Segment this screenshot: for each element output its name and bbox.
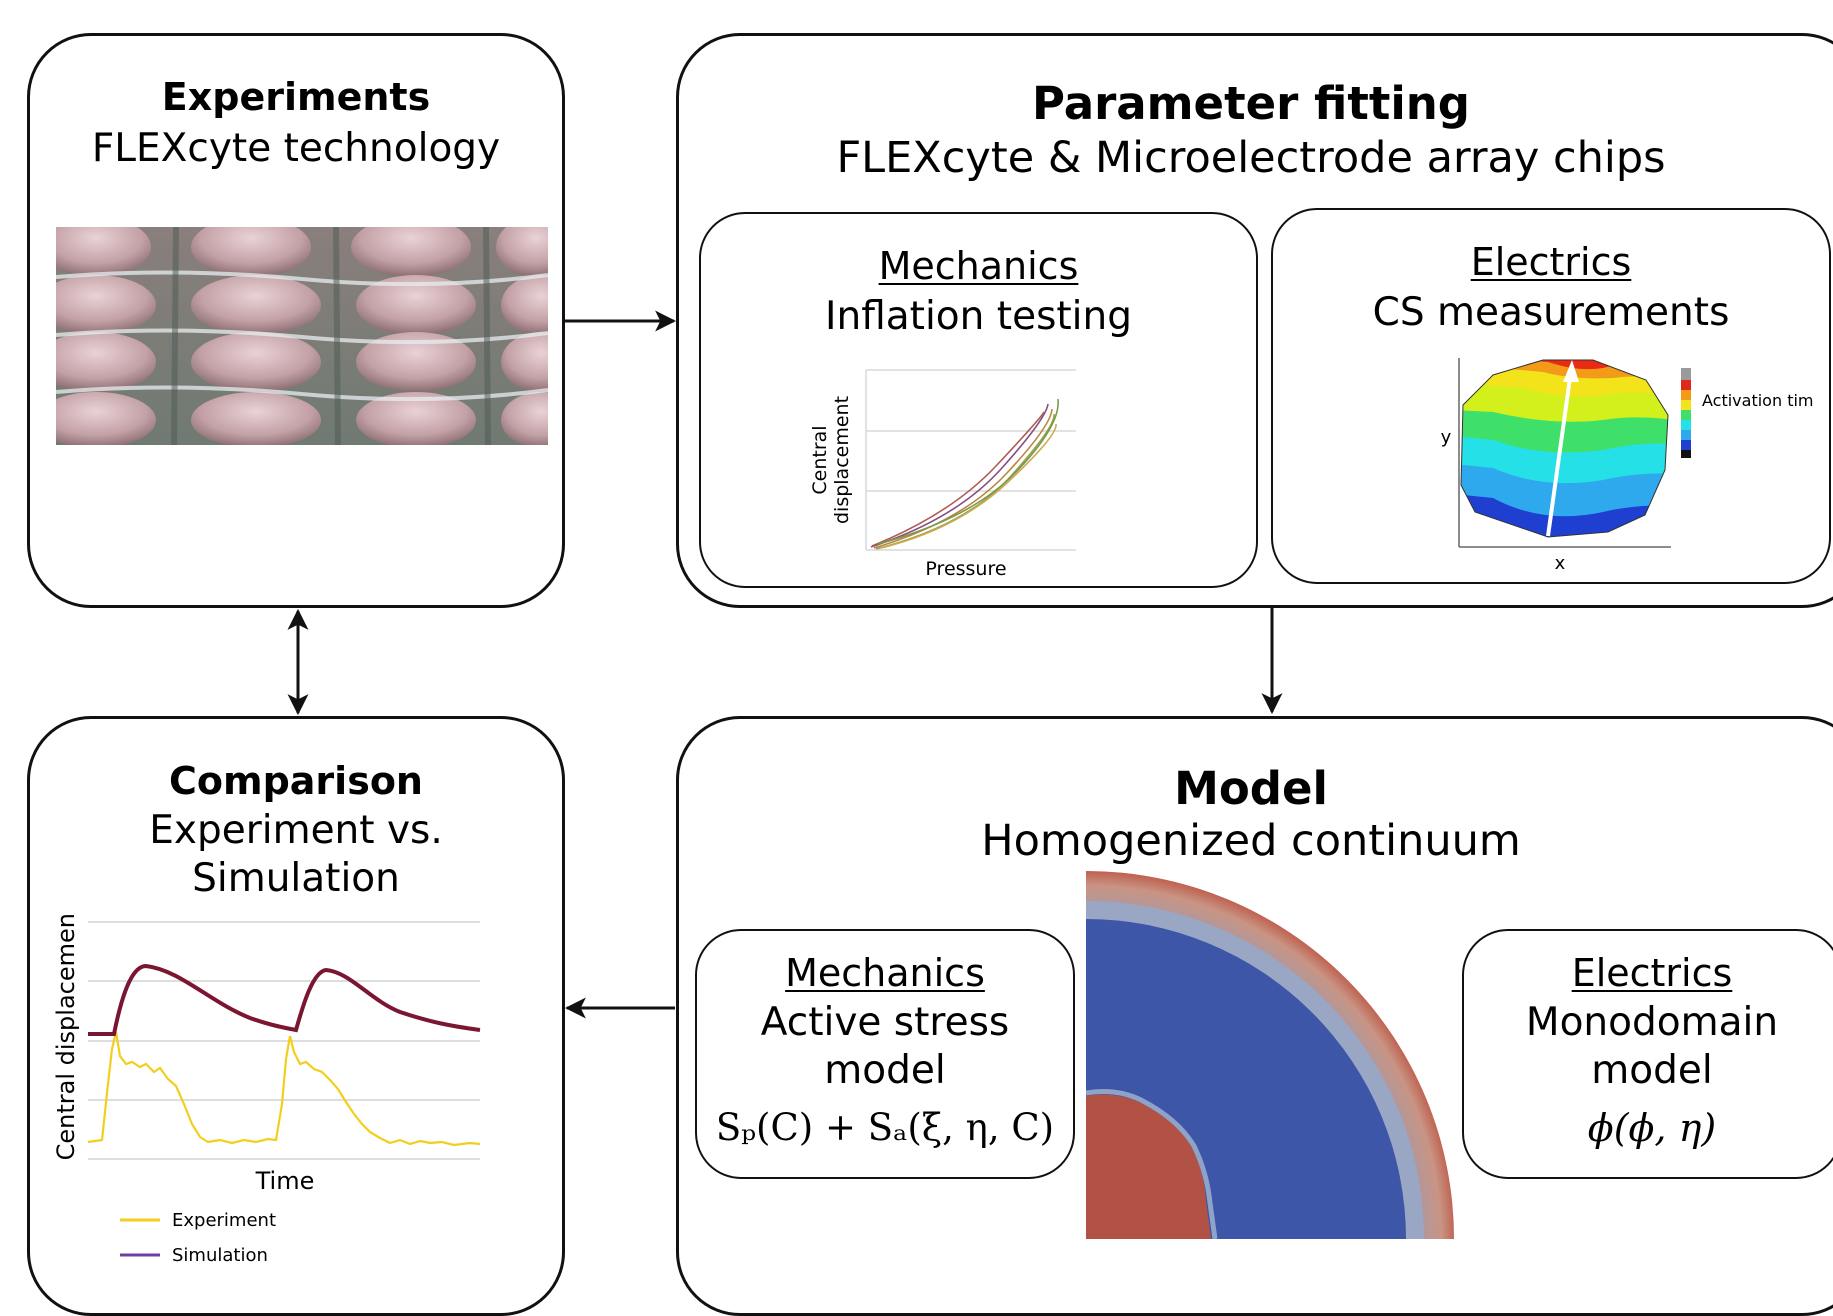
inflation-xlabel: Pressure	[925, 558, 1006, 579]
fitting-mechanics-subtitle: Inflation testing	[825, 294, 1132, 339]
fitting-mechanics-heading: Mechanics	[878, 244, 1079, 288]
inflation-chart: Central displacement Pressure	[809, 369, 1076, 579]
legend-simulation-label: Simulation	[172, 1245, 268, 1266]
fitting-mechanics-box: Mechanics Inflation testing Central disp…	[699, 212, 1258, 588]
model-mechanics-heading: Mechanics	[785, 951, 985, 995]
arrows-layer	[287, 310, 1283, 1019]
fitting-electrics-subtitle: CS measurements	[1372, 290, 1730, 335]
fitting-electrics-box: Electrics CS measurements	[1271, 208, 1831, 584]
model-electrics-equation: ϕ(ϕ, η)	[1587, 1106, 1717, 1150]
activation-map: Activation time y x	[1441, 358, 1813, 574]
model-mechanics-box: Mechanics Active stress model Sₚ(C) + Sₐ…	[695, 929, 1075, 1179]
quarter-disc-simulation	[1086, 871, 1454, 1239]
activation-xlabel: x	[1555, 553, 1566, 574]
model-electrics-line2: model	[1591, 1048, 1713, 1093]
model-electrics-heading: Electrics	[1571, 951, 1733, 995]
model-mechanics-line1: Active stress	[760, 1000, 1010, 1045]
fitting-subtitle: FLEXcyte & Microelectrode array chips	[836, 133, 1666, 183]
flexcyte-photo	[56, 227, 548, 445]
activation-legend-label: Activation time	[1702, 391, 1813, 410]
simulation-trace	[88, 963, 481, 1036]
comparison-xlabel: Time	[255, 1167, 315, 1195]
activation-ylabel: y	[1441, 427, 1452, 448]
inflation-ylabel-line2: displacement	[831, 396, 853, 524]
experiments-subtitle: FLEXcyte technology	[91, 126, 501, 171]
model-electrics-box: Electrics Monodomain model ϕ(ϕ, η)	[1462, 929, 1833, 1179]
fitting-title: Parameter fitting	[1031, 77, 1471, 130]
comparison-subtitle-line1: Experiment vs.	[149, 808, 443, 853]
activation-colorbar	[1681, 368, 1691, 458]
experiments-panel: Experiments FLEXcyte technology	[27, 33, 565, 608]
comparison-title: Comparison	[169, 759, 423, 803]
experiments-title: Experiments	[161, 75, 431, 119]
comparison-chart: Central displacement Time Experiment Sim…	[52, 914, 481, 1266]
experiment-trace	[87, 1031, 481, 1147]
model-electrics-line1: Monodomain	[1525, 1000, 1779, 1045]
inflation-ylabel-line1: Central	[809, 425, 831, 494]
comparison-ylabel: Central displacement	[52, 914, 80, 1160]
model-subtitle: Homogenized continuum	[981, 816, 1521, 866]
fitting-electrics-heading: Electrics	[1470, 240, 1632, 284]
model-mechanics-equation: Sₚ(C) + Sₐ(ξ, η, C)	[715, 1106, 1055, 1149]
comparison-panel: Comparison Experiment vs. Simulation Cen…	[27, 716, 565, 1316]
model-mechanics-line2: model	[824, 1048, 946, 1093]
model-title: Model	[1174, 762, 1328, 815]
legend-experiment-label: Experiment	[172, 1210, 276, 1231]
comparison-subtitle-line2: Simulation	[192, 856, 400, 901]
